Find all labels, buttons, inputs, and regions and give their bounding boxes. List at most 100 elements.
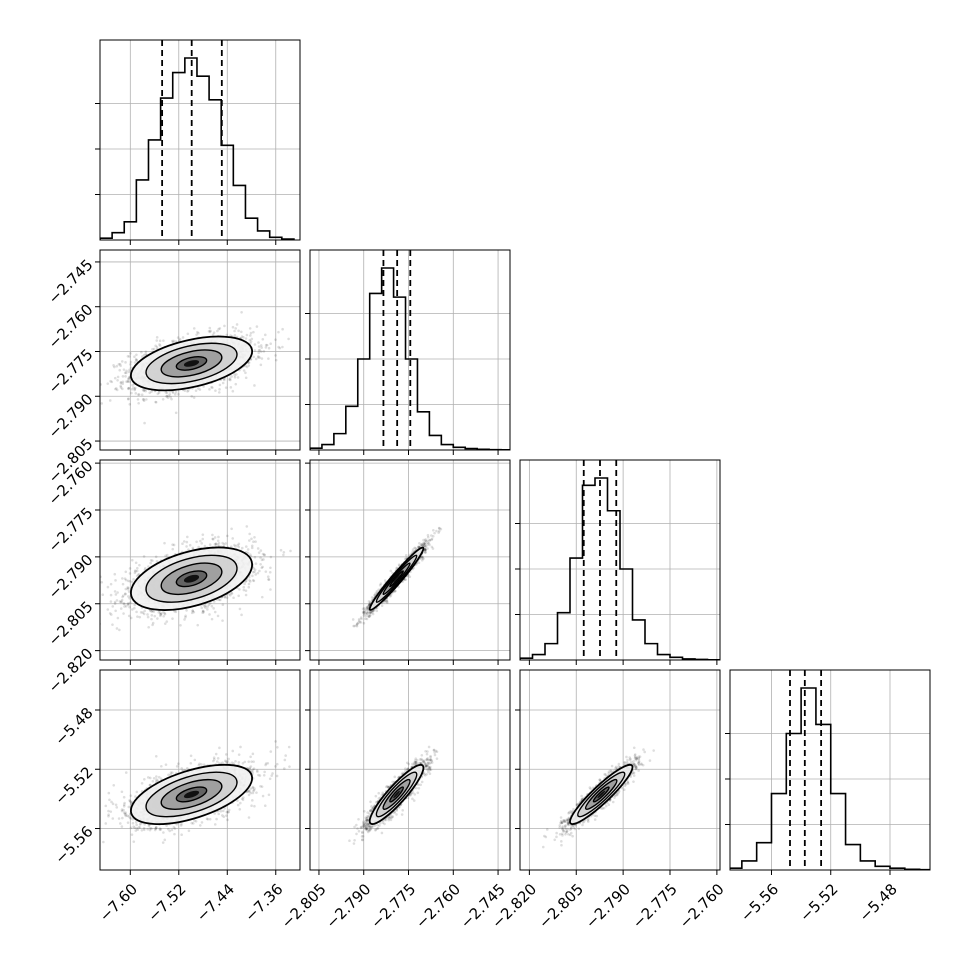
sample-point bbox=[219, 384, 222, 387]
sample-point bbox=[131, 581, 134, 584]
sample-point bbox=[214, 536, 217, 539]
sample-point bbox=[120, 386, 123, 389]
sample-point bbox=[100, 402, 103, 405]
sample-point bbox=[151, 559, 154, 562]
histogram-bin bbox=[161, 98, 173, 240]
sample-point bbox=[175, 611, 178, 614]
sample-point bbox=[131, 384, 134, 387]
sample-point bbox=[171, 617, 174, 620]
sample-point bbox=[165, 620, 168, 623]
sample-point bbox=[261, 596, 264, 599]
sample-point bbox=[201, 538, 204, 541]
sample-point bbox=[287, 338, 290, 341]
sample-point bbox=[249, 327, 252, 330]
sample-point bbox=[162, 398, 165, 401]
sample-point bbox=[174, 393, 177, 396]
sample-point bbox=[277, 346, 280, 349]
sample-point bbox=[190, 395, 193, 398]
sample-point bbox=[93, 593, 96, 596]
sample-point bbox=[127, 398, 130, 401]
sample-point bbox=[196, 624, 199, 627]
sample-point bbox=[164, 622, 167, 625]
sample-point bbox=[100, 581, 103, 584]
sample-point bbox=[253, 536, 256, 539]
sample-point bbox=[245, 594, 248, 597]
sample-point bbox=[236, 323, 239, 326]
sample-point bbox=[131, 559, 134, 562]
sample-point bbox=[122, 594, 125, 597]
sample-point bbox=[132, 578, 135, 581]
sample-point bbox=[187, 389, 190, 392]
sample-point bbox=[214, 611, 217, 614]
x-tick-label: −5.56 bbox=[737, 880, 782, 925]
sample-point bbox=[106, 382, 109, 385]
sample-point bbox=[128, 355, 131, 358]
sample-point bbox=[177, 336, 180, 339]
sample-point bbox=[211, 618, 214, 621]
sample-point bbox=[173, 544, 176, 547]
sample-point bbox=[123, 603, 126, 606]
sample-point bbox=[110, 594, 113, 597]
sample-point bbox=[260, 566, 263, 569]
sample-point bbox=[122, 612, 125, 615]
sample-point bbox=[118, 369, 121, 372]
sample-point bbox=[265, 344, 268, 347]
sample-point bbox=[116, 389, 119, 392]
sample-point bbox=[179, 624, 182, 627]
sample-point bbox=[145, 398, 148, 401]
sample-point bbox=[124, 570, 127, 573]
sample-point bbox=[226, 535, 229, 538]
histogram-panel-0 bbox=[95, 40, 300, 245]
histogram-panel-2 bbox=[515, 460, 720, 665]
sample-point bbox=[137, 398, 140, 401]
sample-point bbox=[257, 351, 260, 354]
y-tick-label: −2.760 bbox=[45, 301, 97, 353]
sample-point bbox=[141, 393, 144, 396]
sample-point bbox=[241, 547, 244, 550]
sample-point bbox=[160, 612, 163, 615]
sample-point bbox=[116, 599, 119, 602]
y-tick-label: −2.805 bbox=[45, 598, 97, 650]
sample-point bbox=[117, 376, 120, 379]
sample-point bbox=[218, 388, 221, 391]
sample-point bbox=[245, 525, 248, 528]
sample-point bbox=[185, 545, 188, 548]
sample-point bbox=[261, 338, 264, 341]
sample-point bbox=[187, 332, 190, 335]
sample-point bbox=[289, 550, 292, 553]
histogram-bin bbox=[148, 140, 160, 240]
sample-point bbox=[218, 599, 221, 602]
sample-point bbox=[245, 376, 248, 379]
sample-point bbox=[131, 608, 134, 611]
sample-point bbox=[162, 615, 165, 618]
sample-point bbox=[233, 330, 236, 333]
sample-point bbox=[248, 583, 251, 586]
sample-point bbox=[261, 559, 264, 562]
sample-point bbox=[283, 551, 286, 554]
sample-point bbox=[254, 573, 257, 576]
sample-point bbox=[147, 616, 150, 619]
sample-point bbox=[140, 611, 143, 614]
histogram-bin bbox=[417, 412, 429, 450]
sample-point bbox=[128, 369, 131, 372]
sample-point bbox=[213, 331, 216, 334]
sample-point bbox=[128, 606, 131, 609]
sample-point bbox=[128, 381, 131, 384]
sample-point bbox=[204, 545, 207, 548]
sample-point bbox=[144, 390, 147, 393]
sample-point bbox=[186, 541, 189, 544]
sample-point bbox=[116, 379, 119, 382]
histogram-bin bbox=[233, 185, 245, 240]
sample-point bbox=[182, 336, 185, 339]
sample-point bbox=[222, 382, 225, 385]
sample-point bbox=[143, 613, 146, 616]
sample-point bbox=[199, 540, 202, 543]
sample-point bbox=[114, 590, 117, 593]
sample-point bbox=[257, 356, 260, 359]
histogram-bin bbox=[860, 861, 875, 870]
sample-point bbox=[250, 537, 253, 540]
sample-point bbox=[237, 546, 240, 549]
sample-point bbox=[202, 533, 205, 536]
